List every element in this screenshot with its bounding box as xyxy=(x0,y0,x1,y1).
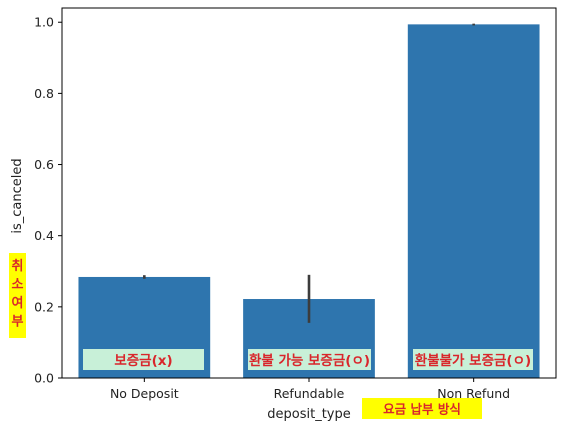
x-ticks: No Deposit Refundable Non Refund xyxy=(110,378,510,401)
x-axis-note-text: 요금 납부 방식 xyxy=(383,402,461,417)
bar-non-refund xyxy=(407,24,540,378)
x-axis-note-background xyxy=(362,398,482,419)
x-axis-label: deposit_type xyxy=(267,407,350,422)
errorbars-layer xyxy=(143,23,475,323)
annotation-label: 환불 가능 보증금(ㅇ) xyxy=(249,352,370,369)
x-axis-note: 요금 납부 방식 xyxy=(362,398,482,419)
y-axis-label: is_canceled xyxy=(10,158,25,233)
annotation-label: 환불불가 보증금(ㅇ) xyxy=(415,352,531,369)
y-tick-label: 0.4 xyxy=(34,228,54,243)
annotation-label: 보증금(x) xyxy=(114,353,172,369)
y-tick-label: 0.6 xyxy=(34,157,54,172)
bars-layer xyxy=(78,24,540,378)
annotations-layer: 보증금(x) 환불 가능 보증금(ㅇ) 환불불가 보증금(ㅇ) xyxy=(83,349,533,370)
y-axis-note-char: 취 xyxy=(12,258,24,274)
y-axis-note-char: 부 xyxy=(12,315,24,330)
y-tick-label: 0.2 xyxy=(34,299,54,314)
y-tick-label: 0.0 xyxy=(34,371,54,386)
x-tick-label: No Deposit xyxy=(110,386,179,401)
y-ticks: 0.0 0.2 0.4 0.6 0.8 1.0 xyxy=(34,15,62,386)
y-tick-label: 0.8 xyxy=(34,86,54,101)
x-tick-label: Non Refund xyxy=(437,386,510,401)
x-tick-label: Refundable xyxy=(274,386,345,401)
y-axis-note-background xyxy=(9,253,26,338)
y-tick-label: 1.0 xyxy=(34,15,54,30)
annotation-box xyxy=(83,349,204,370)
annotation-box xyxy=(413,349,533,370)
y-axis-note-char: 여 xyxy=(12,295,24,311)
annotation-box xyxy=(248,349,371,370)
y-axis-note-char: 소 xyxy=(12,278,24,293)
